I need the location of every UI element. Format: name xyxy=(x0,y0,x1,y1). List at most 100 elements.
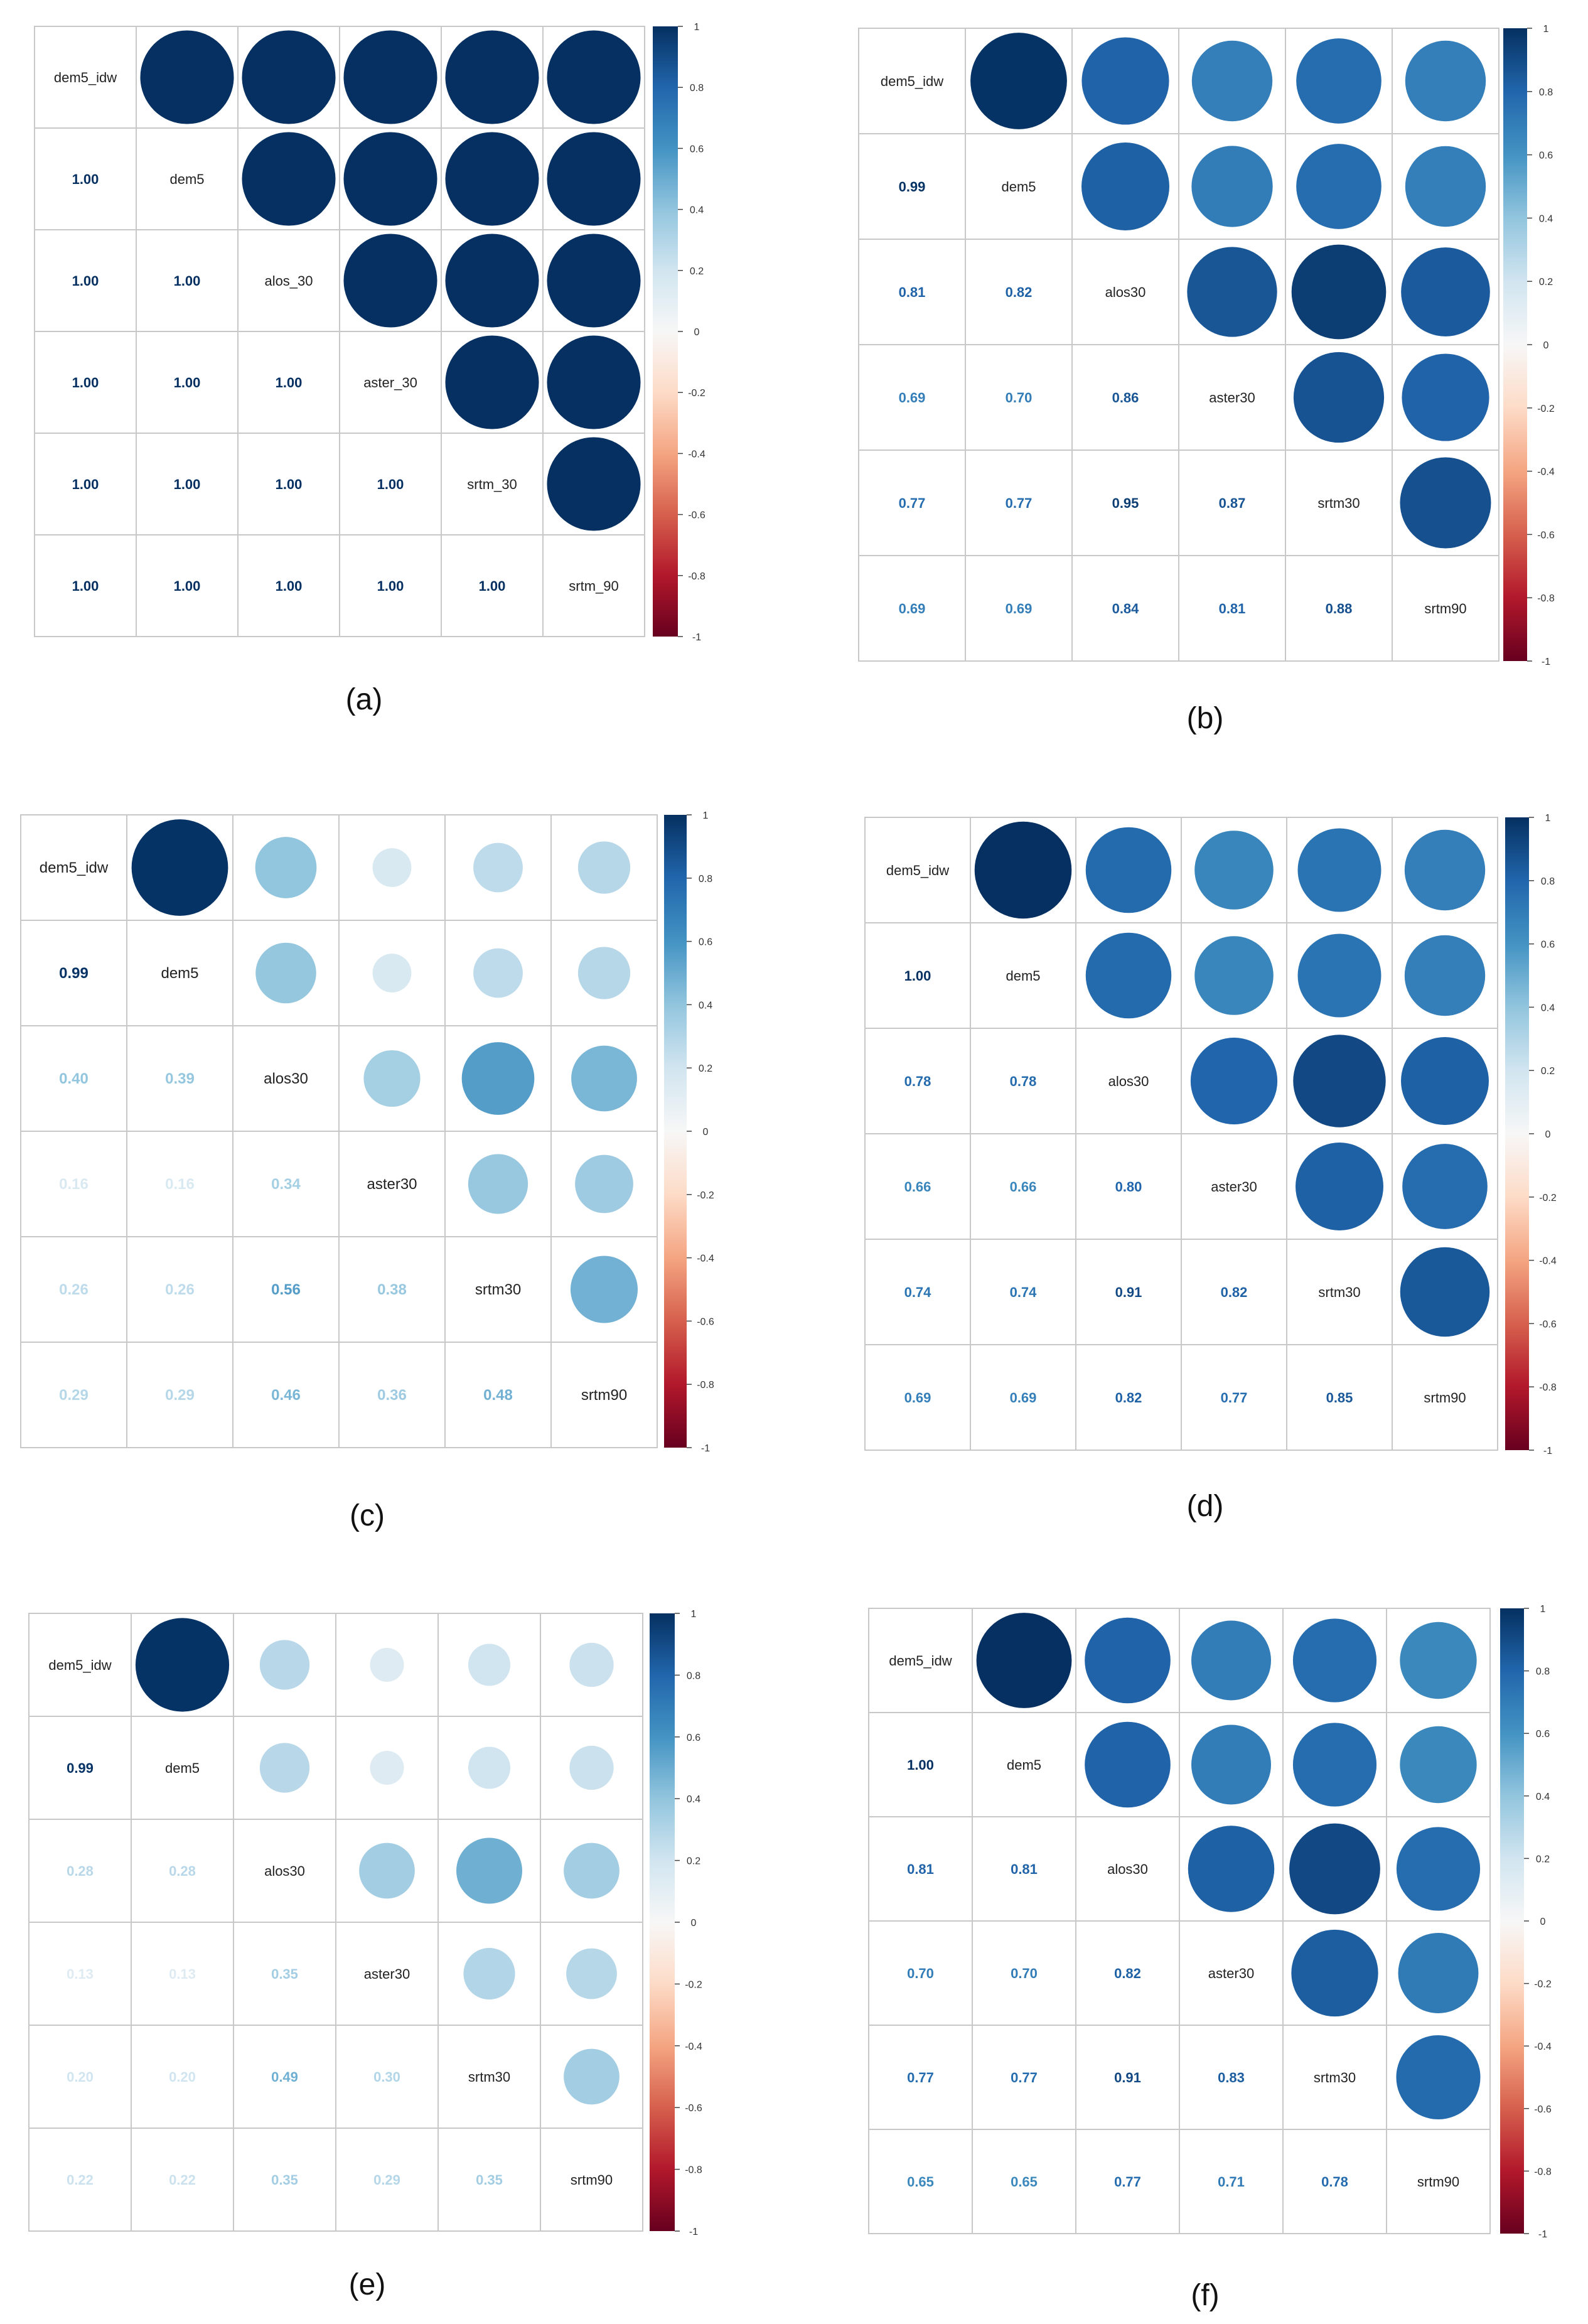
colorbar-tick-label: -0.8 xyxy=(1539,1382,1557,1393)
colorbar-tick-label: 1 xyxy=(1543,24,1549,35)
correlation-value-label: 0.84 xyxy=(1112,601,1140,616)
variable-label: dem5 xyxy=(165,1760,200,1776)
variable-label: srtm_90 xyxy=(569,578,618,594)
grid-cell xyxy=(126,1131,233,1237)
correlation-value-label: 0.35 xyxy=(271,2172,298,2188)
correlation-value-label: 0.99 xyxy=(59,965,89,982)
variable-label: dem5_idw xyxy=(886,863,949,878)
panel-label: (e) xyxy=(349,2268,386,2301)
grid-cell xyxy=(1179,2025,1284,2130)
correlation-circle xyxy=(468,1643,511,1686)
colorbar-tick-label: -0.2 xyxy=(1537,404,1555,414)
correlation-circle xyxy=(1297,933,1381,1018)
correlation-value-label: 0.91 xyxy=(1115,1284,1142,1300)
correlation-circle xyxy=(370,1750,404,1785)
correlation-value-label: 0.78 xyxy=(1010,1073,1037,1089)
correlation-circle xyxy=(1194,936,1274,1015)
grid-cell xyxy=(34,331,137,434)
correlation-value-label: 0.86 xyxy=(1112,390,1139,406)
correlation-circle xyxy=(445,234,539,328)
grid-cell xyxy=(335,1922,439,2026)
correlation-value-label: 0.69 xyxy=(1010,1390,1037,1406)
colorbar-tick-label: -0.2 xyxy=(685,1979,702,1990)
colorbar-tick-label: -1 xyxy=(1538,2229,1547,2240)
colorbar-tick-label: 0.8 xyxy=(1539,87,1553,98)
correlation-circle xyxy=(259,1743,310,1793)
grid-cell xyxy=(233,2025,336,2129)
grid-cell xyxy=(858,133,966,240)
colorbar-tick-label: 0 xyxy=(1543,340,1549,351)
colorbar-tick-label: -0.4 xyxy=(1539,1256,1557,1267)
correlation-value-label: 0.20 xyxy=(67,2069,94,2085)
grid-cell xyxy=(20,1236,127,1343)
colorbar-tick-label: -0.6 xyxy=(1537,530,1555,541)
grid-cell xyxy=(1181,1344,1287,1451)
correlation-circle xyxy=(473,948,523,998)
correlation-circle xyxy=(1400,1622,1477,1699)
correlation-value-label: 0.34 xyxy=(271,1176,301,1193)
correlation-circle xyxy=(242,132,336,226)
correlation-value-label: 0.83 xyxy=(1218,2070,1245,2085)
grid-cell xyxy=(1071,239,1179,345)
correlation-circle xyxy=(974,821,1072,919)
colorbar-tick-label: -0.8 xyxy=(685,2165,702,2176)
correlation-circle xyxy=(1085,1721,1171,1808)
colorbar-tick-label: 0.6 xyxy=(690,144,704,154)
grid-cell xyxy=(1071,555,1179,662)
correlation-value-label: 0.82 xyxy=(1115,1390,1142,1406)
grid-cell xyxy=(131,2025,234,2129)
correlation-circle xyxy=(1402,353,1489,441)
grid-cell xyxy=(441,534,544,637)
grid-cell xyxy=(28,1716,132,1820)
colorbar-tick-label: -0.8 xyxy=(1537,593,1555,604)
grid-cell xyxy=(970,1344,1076,1451)
variable-label: alos30 xyxy=(1108,1073,1149,1089)
correlation-circle xyxy=(1293,352,1385,443)
variable-label: srtm30 xyxy=(1314,2070,1356,2085)
colorbar xyxy=(1505,817,1529,1450)
colorbar-tick-label: 0.6 xyxy=(687,1733,700,1743)
grid-cell xyxy=(126,1236,233,1343)
correlation-value-label: 0.70 xyxy=(907,1966,934,1981)
correlation-value-label: 0.77 xyxy=(907,2070,934,2085)
correlation-value-label: 0.70 xyxy=(1011,1966,1038,1981)
variable-label: srtm30 xyxy=(1318,1284,1360,1300)
correlation-value-label: 0.28 xyxy=(169,1863,196,1879)
variable-label: aster30 xyxy=(1209,390,1255,406)
variable-label: dem5 xyxy=(1006,968,1040,984)
correlation-value-label: 0.95 xyxy=(1112,495,1139,511)
correlation-value-label: 1.00 xyxy=(72,273,99,289)
correlation-circle xyxy=(1405,40,1486,122)
correlation-value-label: 0.78 xyxy=(1321,2174,1348,2190)
correlation-circle xyxy=(1191,1724,1272,1805)
correlation-value-label: 0.82 xyxy=(1006,284,1033,300)
variable-label: srtm30 xyxy=(475,1281,521,1298)
correlation-value-label: 0.38 xyxy=(377,1281,407,1298)
grid-cell xyxy=(1071,449,1179,556)
grid-cell xyxy=(1075,1028,1182,1134)
correlation-value-label: 1.00 xyxy=(479,578,506,594)
correlation-circle xyxy=(445,335,539,429)
correlation-value-label: 0.74 xyxy=(1010,1284,1038,1300)
correlation-circle xyxy=(242,30,336,124)
colorbar-tick-label: 1 xyxy=(694,22,700,33)
colorbar-tick-label: -0.4 xyxy=(1537,467,1555,478)
correlation-circle xyxy=(1404,829,1486,911)
grid-cell xyxy=(233,2128,336,2232)
grid-cell xyxy=(864,1239,971,1345)
variable-label: srtm90 xyxy=(1417,2174,1459,2190)
grid-cell xyxy=(136,331,239,434)
correlation-value-label: 1.00 xyxy=(72,476,99,492)
correlation-circle xyxy=(1289,1823,1380,1915)
grid-cell xyxy=(131,1819,234,1923)
correlation-circle xyxy=(1401,1037,1489,1125)
colorbar-tick-label: 0.8 xyxy=(687,1670,700,1681)
grid-cell xyxy=(34,534,137,637)
colorbar-tick-label: 0 xyxy=(1545,1129,1551,1140)
colorbar xyxy=(653,26,678,637)
correlation-value-label: 0.39 xyxy=(165,1070,195,1087)
correlation-circle xyxy=(1085,1617,1171,1704)
variable-label: alos30 xyxy=(1107,1861,1148,1877)
correlation-circle xyxy=(1400,1247,1490,1337)
correlation-value-label: 0.77 xyxy=(1114,2174,1141,2190)
